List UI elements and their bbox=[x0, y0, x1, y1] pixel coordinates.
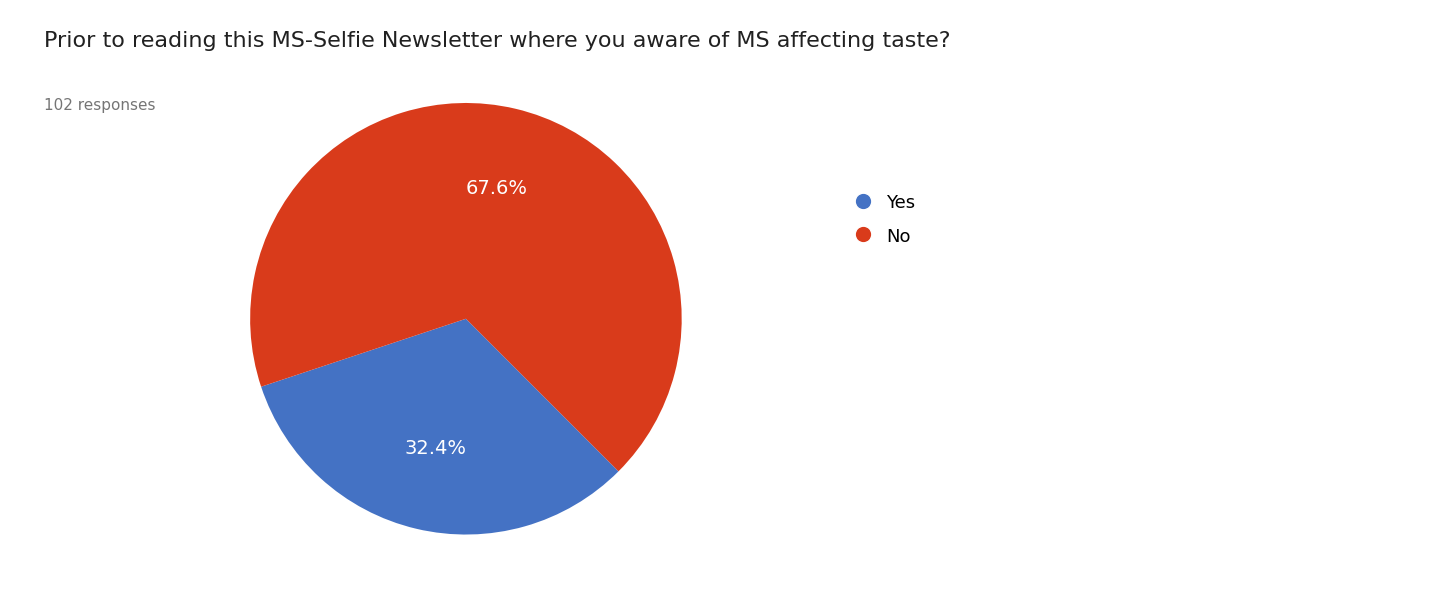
Text: Prior to reading this MS-Selfie Newsletter where you aware of MS affecting taste: Prior to reading this MS-Selfie Newslett… bbox=[44, 31, 951, 51]
Legend: Yes, No: Yes, No bbox=[853, 193, 916, 246]
Text: 102 responses: 102 responses bbox=[44, 98, 156, 113]
Wedge shape bbox=[261, 319, 619, 535]
Text: 32.4%: 32.4% bbox=[405, 440, 466, 459]
Wedge shape bbox=[250, 103, 681, 471]
Text: 67.6%: 67.6% bbox=[466, 179, 527, 198]
